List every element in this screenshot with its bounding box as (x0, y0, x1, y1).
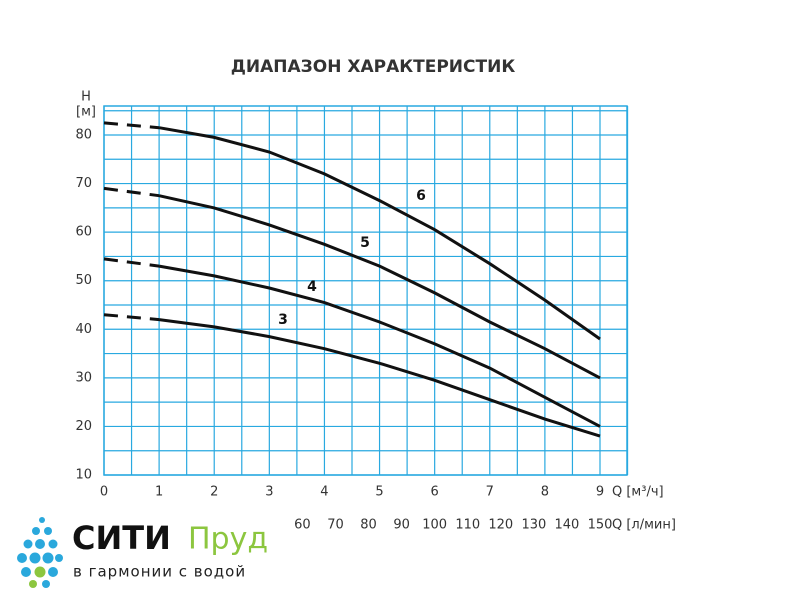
x-tick-label: 6 (431, 485, 439, 500)
curve (158, 126, 601, 341)
x2-tick-label: 60 (294, 518, 311, 533)
x2-tick-label: 100 (422, 518, 447, 533)
x-tick-label: 8 (541, 485, 549, 500)
curve-dashed (103, 186, 160, 198)
logo-brand: СИТИ (72, 519, 171, 557)
x-axis-label: Q [м³/ч] (612, 485, 664, 500)
y-axis-label: H (81, 90, 91, 105)
curve-label: 3 (278, 312, 288, 328)
logo: СИТИ Пруд в гармонии с водой (0, 505, 290, 600)
x-tick-label: 5 (375, 485, 383, 500)
x-tick-label: 2 (210, 485, 218, 500)
x-tick-label: 0 (100, 485, 108, 500)
x-tick-label: 7 (486, 485, 494, 500)
y-tick-label: 20 (75, 419, 92, 434)
y-tick-label: 80 (75, 128, 92, 143)
y-tick-label: 70 (75, 176, 92, 191)
curve-dashed (103, 121, 160, 130)
y-tick-label: 10 (75, 468, 92, 483)
x-tick-label: 4 (320, 485, 328, 500)
plot: 0123456789010203040506070809010011012013… (75, 121, 613, 533)
x2-tick-label: 140 (555, 518, 580, 533)
x2-tick-label: 110 (455, 518, 480, 533)
x-tick-label: 9 (596, 485, 604, 500)
curve-label: 6 (416, 188, 426, 204)
grid (103, 105, 629, 476)
curve-label: 5 (360, 235, 370, 251)
y-tick-label: 40 (75, 322, 92, 337)
x2-tick-label: 130 (521, 518, 546, 533)
y-axis-unit: [м] (76, 105, 96, 120)
x2-tick-label: 90 (393, 518, 410, 533)
x2-tick-label: 70 (327, 518, 344, 533)
x2-tick-label: 120 (488, 518, 513, 533)
curve (158, 194, 601, 380)
y-tick-label: 50 (75, 273, 92, 288)
logo-brand-accent: Пруд (188, 522, 268, 557)
y-tick-label: 60 (75, 225, 92, 240)
chart-title: ДИАПАЗОН ХАРАКТЕРИСТИК (231, 57, 516, 77)
x2-tick-label: 150 (588, 518, 613, 533)
x2-axis-label: Q [л/мин] (612, 518, 676, 533)
curve-dashed (103, 257, 160, 268)
curve (158, 318, 601, 438)
logo-drops (17, 517, 63, 588)
curve-label: 4 (307, 279, 317, 295)
x-tick-label: 1 (155, 485, 163, 500)
x2-tick-label: 80 (360, 518, 377, 533)
curve-dashed (103, 313, 160, 322)
curve (158, 264, 601, 428)
y-tick-label: 30 (75, 370, 92, 385)
x-tick-label: 3 (265, 485, 273, 500)
logo-tagline: в гармонии с водой (73, 563, 246, 581)
